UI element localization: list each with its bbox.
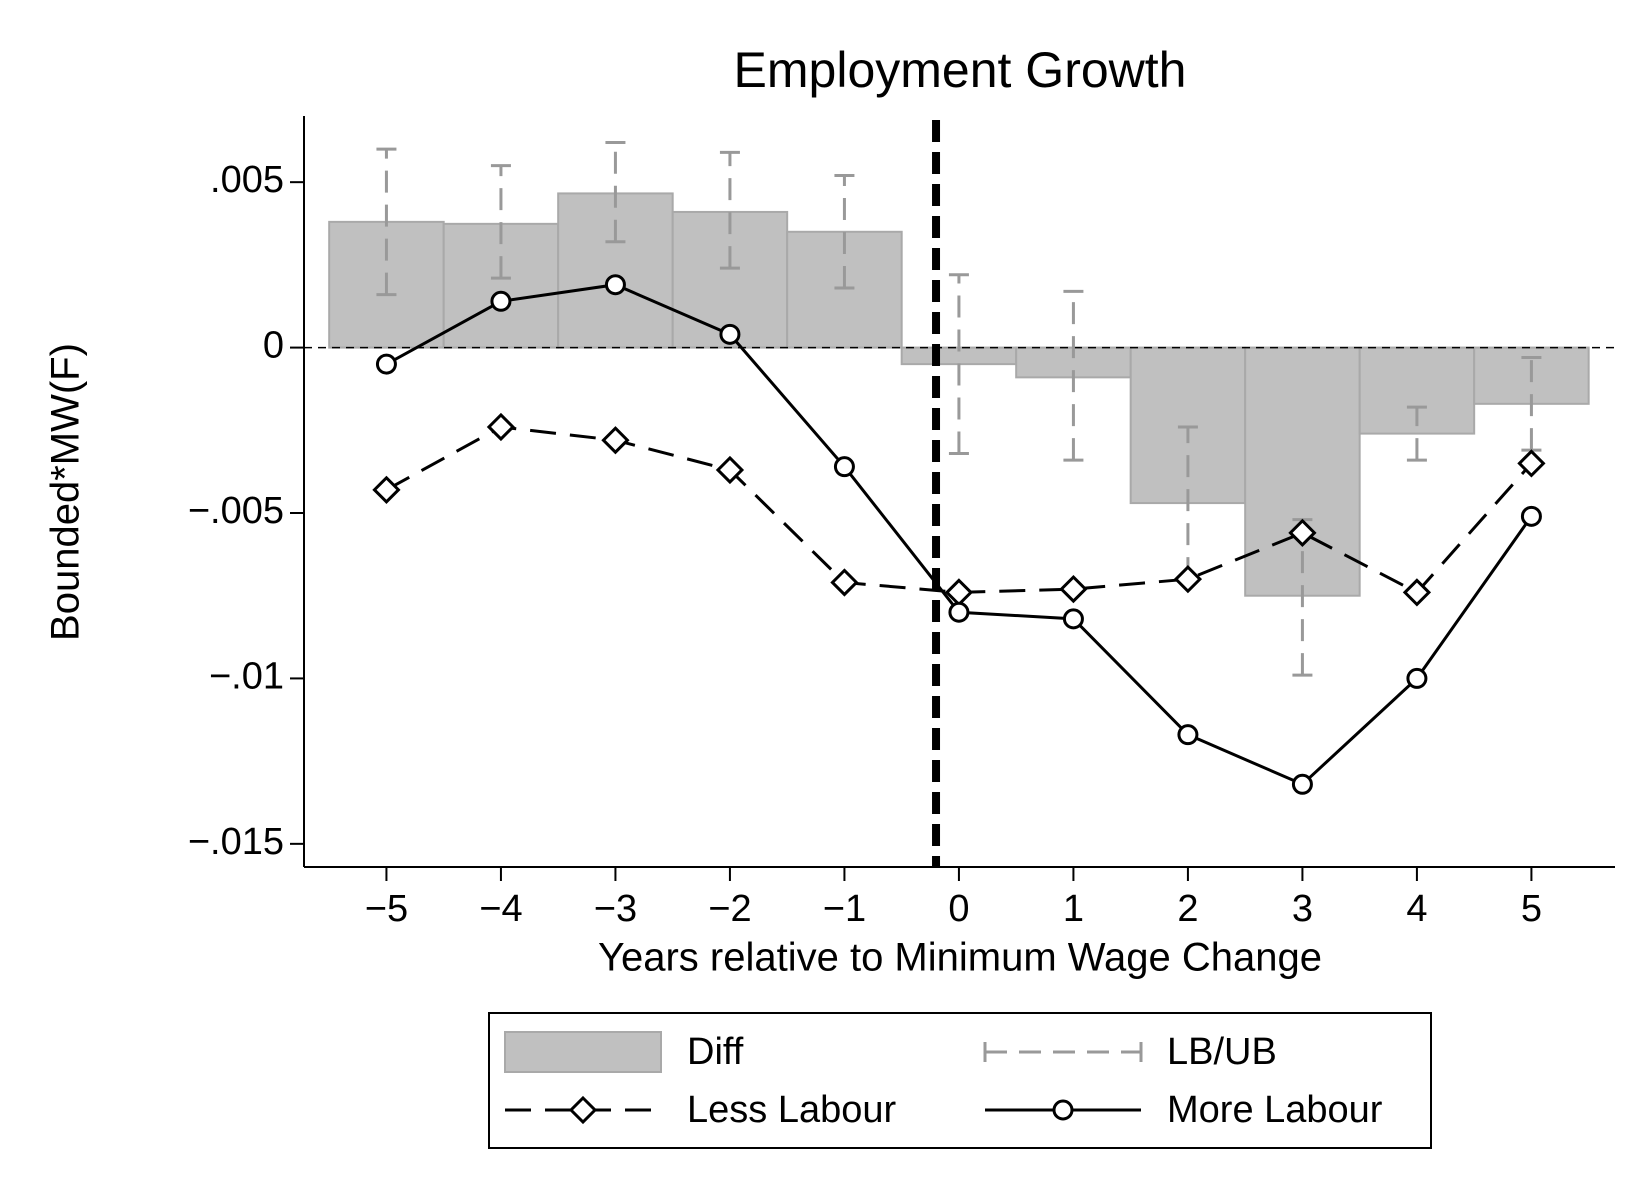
point bbox=[948, 601, 970, 623]
point bbox=[830, 568, 859, 597]
point bbox=[486, 412, 516, 442]
y-tick-label: −.005 bbox=[188, 490, 284, 532]
point bbox=[490, 290, 512, 312]
point bbox=[375, 353, 397, 375]
line bbox=[385, 425, 1533, 595]
point bbox=[1059, 574, 1088, 604]
point bbox=[601, 426, 630, 455]
y-tick-label: .005 bbox=[210, 159, 284, 201]
x-tick-label: −2 bbox=[708, 888, 751, 930]
legend-label: Less Labour bbox=[687, 1089, 896, 1131]
bar bbox=[786, 230, 903, 349]
x-tick-label: 4 bbox=[1406, 888, 1427, 930]
point bbox=[1173, 565, 1203, 594]
point bbox=[1520, 505, 1542, 527]
point bbox=[372, 475, 401, 504]
y-tick-label: −.015 bbox=[188, 821, 284, 863]
x-tick-label: −5 bbox=[365, 888, 408, 930]
legend-label: LB/UB bbox=[1167, 1031, 1277, 1073]
bar bbox=[1129, 346, 1247, 505]
x-tick-label: 3 bbox=[1292, 888, 1313, 930]
x-tick-label: 5 bbox=[1521, 888, 1542, 930]
x-tick-label: 0 bbox=[948, 888, 969, 930]
point bbox=[1291, 773, 1313, 795]
point bbox=[1177, 724, 1199, 746]
legend-label: Diff bbox=[687, 1031, 744, 1073]
point bbox=[1406, 667, 1428, 689]
point bbox=[833, 456, 855, 478]
y-tick-label: −.01 bbox=[209, 655, 284, 697]
point bbox=[604, 274, 626, 296]
point bbox=[1052, 1099, 1074, 1121]
x-axis-label: Years relative to Minimum Wage Change bbox=[598, 936, 1322, 980]
point bbox=[1062, 608, 1084, 630]
legend-label: More Labour bbox=[1167, 1089, 1383, 1131]
x-tick-label: −4 bbox=[479, 888, 522, 930]
point bbox=[1288, 518, 1317, 547]
x-tick-label: −1 bbox=[823, 888, 866, 930]
x-tick-label: 2 bbox=[1177, 888, 1198, 930]
legend-swatch bbox=[504, 1031, 662, 1073]
point bbox=[1517, 449, 1546, 478]
x-tick-label: 1 bbox=[1063, 888, 1084, 930]
point bbox=[568, 1095, 598, 1125]
point bbox=[715, 455, 745, 485]
x-tick-label: −3 bbox=[594, 888, 637, 930]
point bbox=[719, 323, 741, 345]
legend-box bbox=[488, 1012, 1432, 1149]
point bbox=[1402, 578, 1432, 607]
y-axis-label: Bounded*MW(F) bbox=[44, 343, 88, 641]
y-tick-label: 0 bbox=[263, 325, 284, 367]
chart-title: Employment Growth bbox=[734, 42, 1187, 98]
bar bbox=[557, 192, 674, 349]
